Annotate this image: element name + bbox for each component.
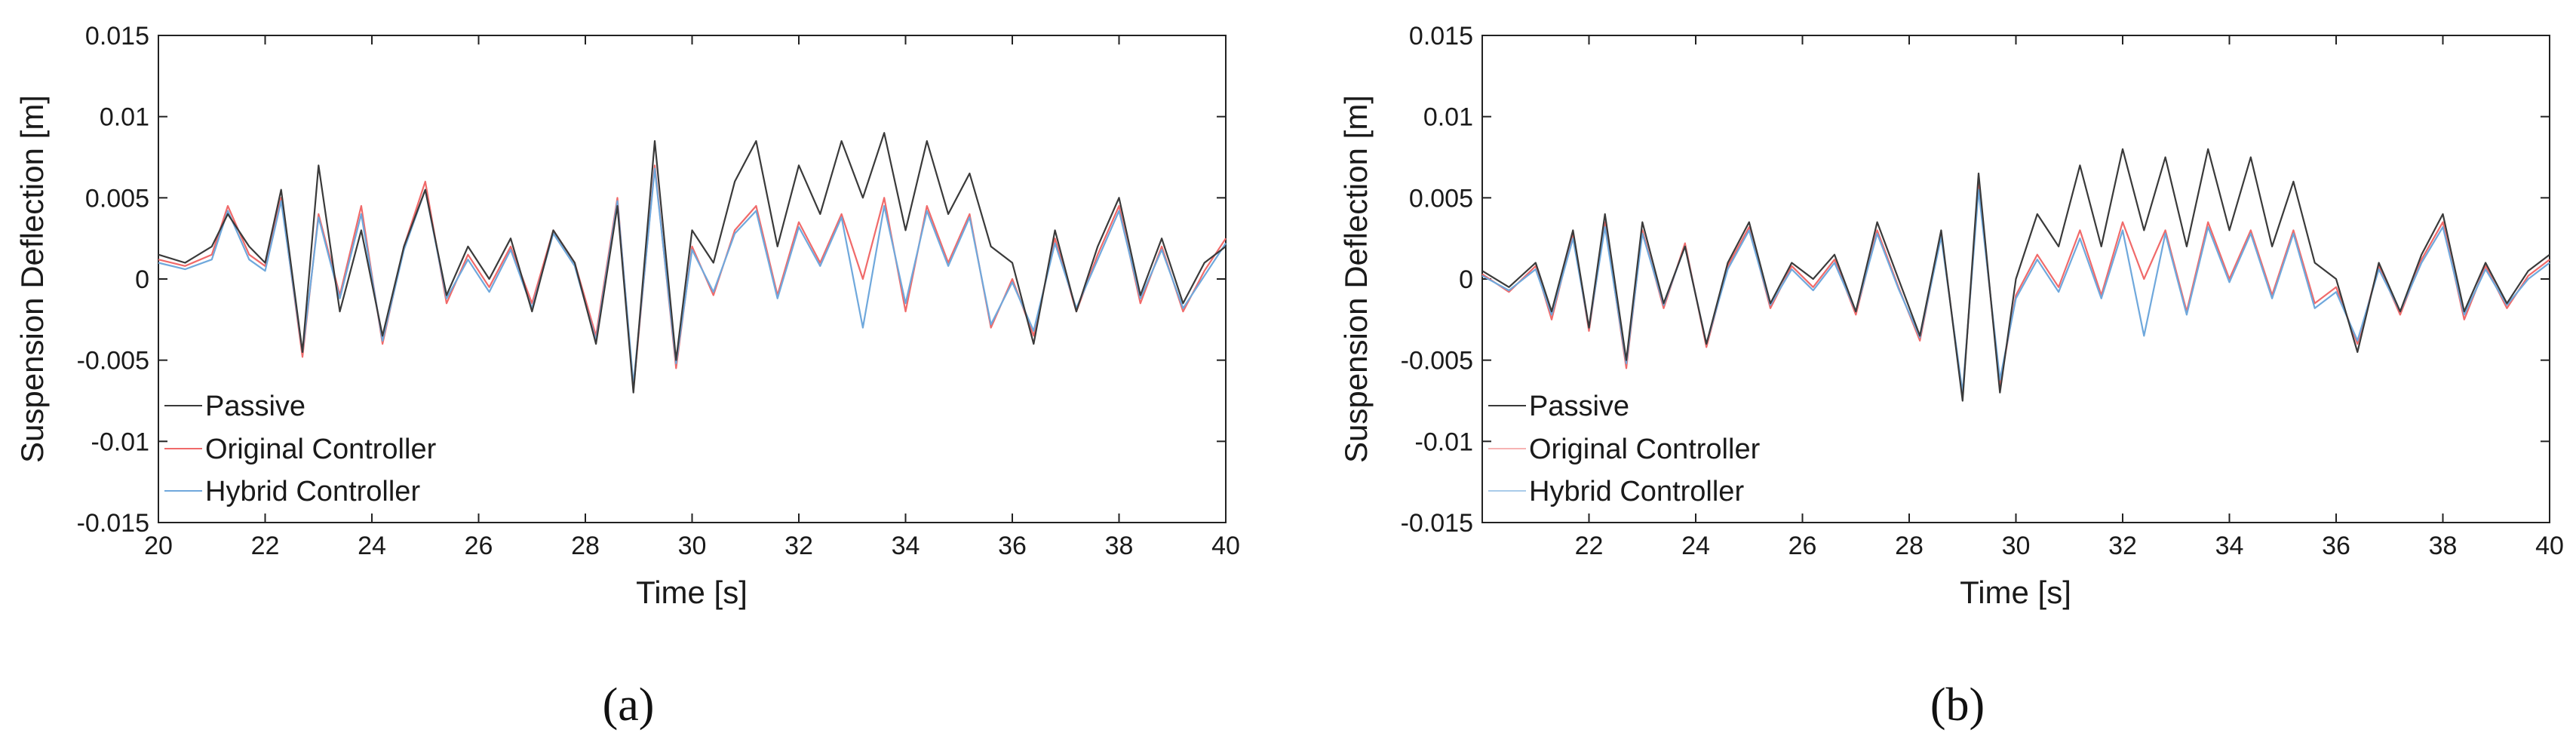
x-tick-label: 40 — [2535, 532, 2564, 560]
y-tick-label: -0.005 — [77, 347, 149, 376]
legend: Passive Original Controller Hybrid Contr… — [164, 391, 437, 507]
x-tick-label: 30 — [2002, 532, 2031, 560]
x-tick-label: 22 — [251, 532, 280, 560]
panel-label-b: (b) — [1930, 679, 1985, 731]
x-tick-label: 26 — [465, 532, 493, 560]
x-tick-label: 26 — [1788, 532, 1817, 560]
y-tick-label: 0.01 — [1423, 103, 1473, 132]
legend-label-original: Original Controller — [205, 434, 437, 465]
axis-ticks: 20 22 24 26 28 30 32 34 36 38 40 -0.015 -0.01 -0.005 0… — [77, 22, 1240, 560]
x-tick-label: 24 — [358, 532, 386, 560]
x-tick-label: 40 — [1211, 532, 1240, 560]
x-tick-label: 28 — [1895, 532, 1924, 560]
x-tick-label: 38 — [1105, 532, 1134, 560]
x-tick-label: 34 — [2215, 532, 2244, 560]
y-tick-label: -0.005 — [1401, 347, 1473, 376]
y-tick-label: -0.01 — [91, 428, 150, 456]
panel-label-a: (a) — [603, 679, 655, 731]
legend-label-hybrid: Hybrid Controller — [205, 476, 420, 507]
x-tick-label: 20 — [144, 532, 173, 560]
y-tick-label: 0.015 — [1409, 22, 1473, 51]
passive-line — [158, 132, 1227, 394]
legend-label-original: Original Controller — [1529, 434, 1761, 465]
x-tick-label: 30 — [678, 532, 707, 560]
y-axis-label: Suspension Deflection [m] — [14, 95, 50, 463]
x-tick-label: 38 — [2429, 532, 2458, 560]
y-tick-label: -0.01 — [1415, 428, 1474, 456]
x-tick-label: 32 — [2108, 532, 2137, 560]
x-tick-label: 34 — [892, 532, 920, 560]
x-axis-label: Time [s] — [1960, 575, 2071, 610]
legend-label-passive: Passive — [205, 391, 305, 422]
x-tick-label: 28 — [571, 532, 600, 560]
legend-label-hybrid: Hybrid Controller — [1529, 476, 1744, 507]
y-tick-label: 0 — [135, 265, 149, 294]
x-tick-label: 32 — [784, 532, 813, 560]
series-lines — [158, 132, 1227, 394]
y-tick-label: -0.015 — [77, 509, 149, 538]
y-tick-label: 0.005 — [85, 184, 149, 213]
chart-panel-a: 20 22 24 26 28 30 32 34 36 38 40 -0.015 -0.01 -0.005 0… — [14, 22, 1240, 731]
chart-panel-b: 22 24 26 28 30 32 34 36 38 40 -0.015 -0.01 -0.005 0 0.… — [1338, 22, 2564, 731]
legend: Passive Original Controller Hybrid Contr… — [1488, 391, 1761, 507]
y-axis-label: Suspension Deflection [m] — [1338, 95, 1374, 463]
series-lines — [1481, 148, 2550, 402]
y-tick-label: -0.015 — [1401, 509, 1473, 538]
x-tick-label: 24 — [1681, 532, 1710, 560]
y-tick-label: 0.005 — [1409, 184, 1473, 213]
legend-label-passive: Passive — [1529, 391, 1629, 422]
y-tick-label: 0.015 — [85, 22, 149, 51]
y-tick-label: 0 — [1459, 265, 1473, 294]
x-tick-label: 22 — [1575, 532, 1604, 560]
x-axis-label: Time [s] — [636, 575, 748, 610]
x-tick-label: 36 — [2322, 532, 2350, 560]
x-tick-label: 36 — [998, 532, 1027, 560]
passive-line — [1481, 148, 2550, 402]
y-tick-label: 0.01 — [100, 103, 149, 132]
